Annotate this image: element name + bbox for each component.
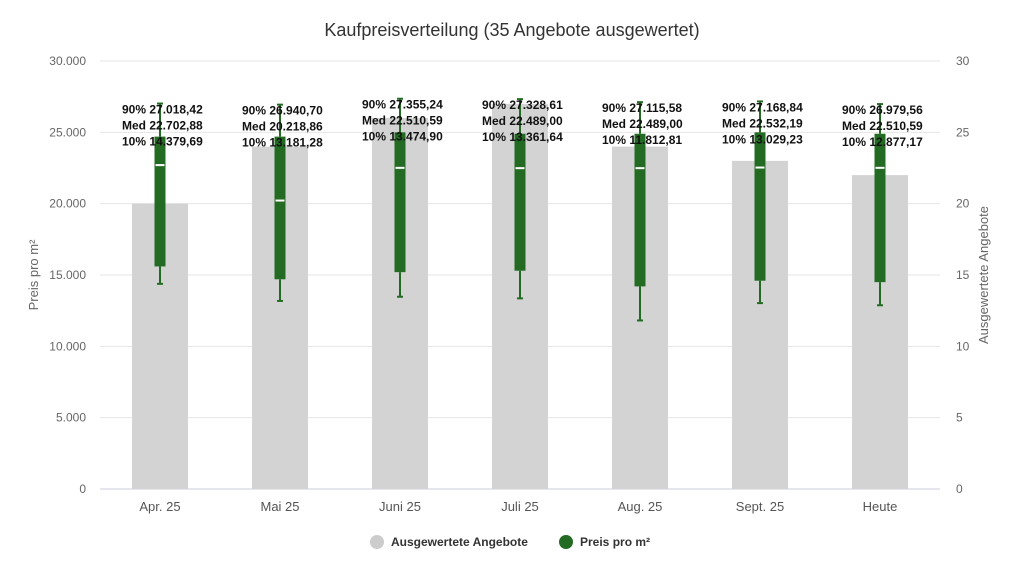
data-label: 90% 26.940,70 xyxy=(242,104,323,118)
data-label: 10% 13.181,28 xyxy=(242,136,323,150)
data-label: Med 22.510,59 xyxy=(362,114,443,128)
legend-label: Preis pro m² xyxy=(580,535,650,549)
box xyxy=(274,136,286,280)
data-label: 90% 27.355,24 xyxy=(362,98,443,112)
data-label: Med 22.532,19 xyxy=(722,116,803,130)
left-axis-ticks: 0 5.000 10.000 15.000 20.000 25.000 30.000 xyxy=(49,54,86,496)
legend: Ausgewertete Angebote Preis pro m² xyxy=(370,535,650,549)
data-label: 90% 27.018,42 xyxy=(122,103,203,117)
left-tick-label: 5.000 xyxy=(56,411,86,425)
right-tick-label: 0 xyxy=(956,482,963,496)
left-tick-label: 0 xyxy=(79,482,86,496)
x-tick-label: Sept. 25 xyxy=(736,499,784,514)
x-tick-label: Heute xyxy=(863,499,898,514)
data-label: 90% 27.115,58 xyxy=(602,101,682,115)
data-label: 90% 27.168,84 xyxy=(722,100,803,114)
right-tick-label: 20 xyxy=(956,197,970,211)
right-tick-label: 10 xyxy=(956,339,970,353)
box xyxy=(874,133,886,283)
x-tick-label: Mai 25 xyxy=(260,499,299,514)
box xyxy=(394,132,406,273)
data-label: 90% 26.979,56 xyxy=(842,103,923,117)
legend-marker xyxy=(559,535,573,549)
data-label: 10% 11.812,81 xyxy=(602,133,682,147)
data-label: Med 22.489,00 xyxy=(602,117,683,131)
right-axis-ticks: 0 5 10 15 20 25 30 xyxy=(956,54,970,496)
box xyxy=(154,136,166,267)
boxplots xyxy=(154,97,886,322)
data-label: Med 22.489,00 xyxy=(482,114,563,128)
chart-title: Kaufpreisverteilung (35 Angebote ausgewe… xyxy=(324,20,699,40)
right-tick-label: 30 xyxy=(956,54,970,68)
right-tick-label: 25 xyxy=(956,125,970,139)
data-label: 10% 13.474,90 xyxy=(362,130,443,144)
data-label: 10% 12.877,17 xyxy=(842,135,923,149)
data-label: 10% 13.361,64 xyxy=(482,130,563,144)
left-tick-label: 15.000 xyxy=(49,268,86,282)
legend-label: Ausgewertete Angebote xyxy=(391,535,528,549)
x-tick-label: Juni 25 xyxy=(379,499,421,514)
right-tick-label: 5 xyxy=(956,411,963,425)
data-label: 10% 14.379,69 xyxy=(122,135,203,149)
x-tick-label: Aug. 25 xyxy=(618,499,663,514)
legend-marker xyxy=(370,535,384,549)
left-tick-label: 20.000 xyxy=(49,197,86,211)
right-tick-label: 15 xyxy=(956,268,970,282)
data-label: Med 22.510,59 xyxy=(842,119,923,133)
x-axis-ticks: Apr. 25 Mai 25 Juni 25 Juli 25 Aug. 25 Sept. … xyxy=(139,499,897,514)
left-tick-label: 25.000 xyxy=(49,125,86,139)
x-tick-label: Juli 25 xyxy=(501,499,539,514)
box xyxy=(634,133,646,287)
data-label: 90% 27.328,61 xyxy=(482,98,563,112)
data-label: Med 20.218,86 xyxy=(242,120,323,134)
left-tick-label: 10.000 xyxy=(49,339,86,353)
x-tick-label: Apr. 25 xyxy=(139,499,180,514)
data-label: Med 22.702,88 xyxy=(122,119,203,133)
annotations: 90% 27.018,42 Med 22.702,88 10% 14.379,69 9… xyxy=(122,98,923,150)
box xyxy=(754,132,766,281)
left-tick-label: 30.000 xyxy=(49,54,86,68)
right-axis-label: Ausgewertete Angebote xyxy=(976,206,991,344)
data-label: 10% 13.029,23 xyxy=(722,132,803,146)
box xyxy=(514,133,526,271)
left-axis-label: Preis pro m² xyxy=(26,239,41,310)
